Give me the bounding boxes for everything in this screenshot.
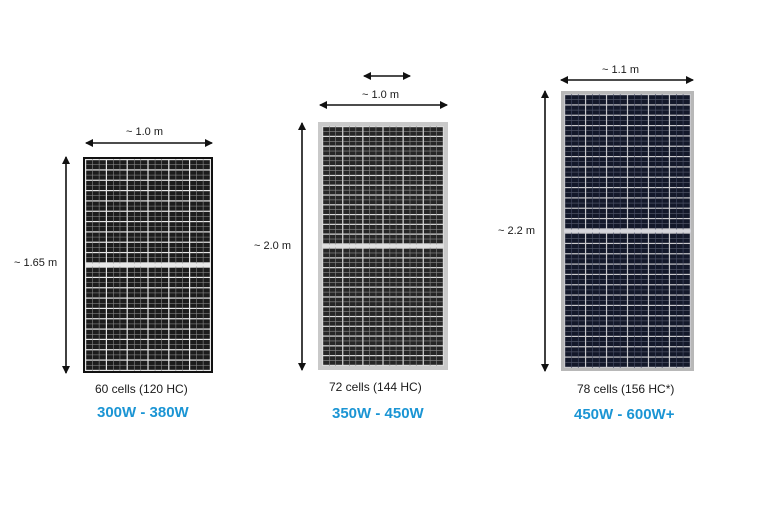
wattage-label-72: 350W - 450W <box>332 405 424 422</box>
wattage-label-60: 300W - 380W <box>97 404 189 421</box>
height-label-60: ~ 1.65 m <box>14 257 58 269</box>
cells-label-72: 72 cells (144 HC) <box>329 380 422 394</box>
solar-panel-72-cells <box>318 122 448 370</box>
cells-label-60: 60 cells (120 HC) <box>95 382 188 396</box>
width-label-60: ~ 1.0 m <box>126 126 163 138</box>
solar-panel-60-cells <box>83 157 213 373</box>
height-label-78: ~ 2.2 m <box>498 225 535 237</box>
width-label-72: ~ 1.0 m <box>362 89 399 101</box>
width-label-78: ~ 1.1 m <box>602 64 639 76</box>
height-label-72: ~ 2.0 m <box>254 240 291 252</box>
cells-label-78: 78 cells (156 HC*) <box>577 382 675 396</box>
solar-panel-78-cells <box>561 91 694 371</box>
wattage-label-78: 450W - 600W+ <box>574 406 675 423</box>
